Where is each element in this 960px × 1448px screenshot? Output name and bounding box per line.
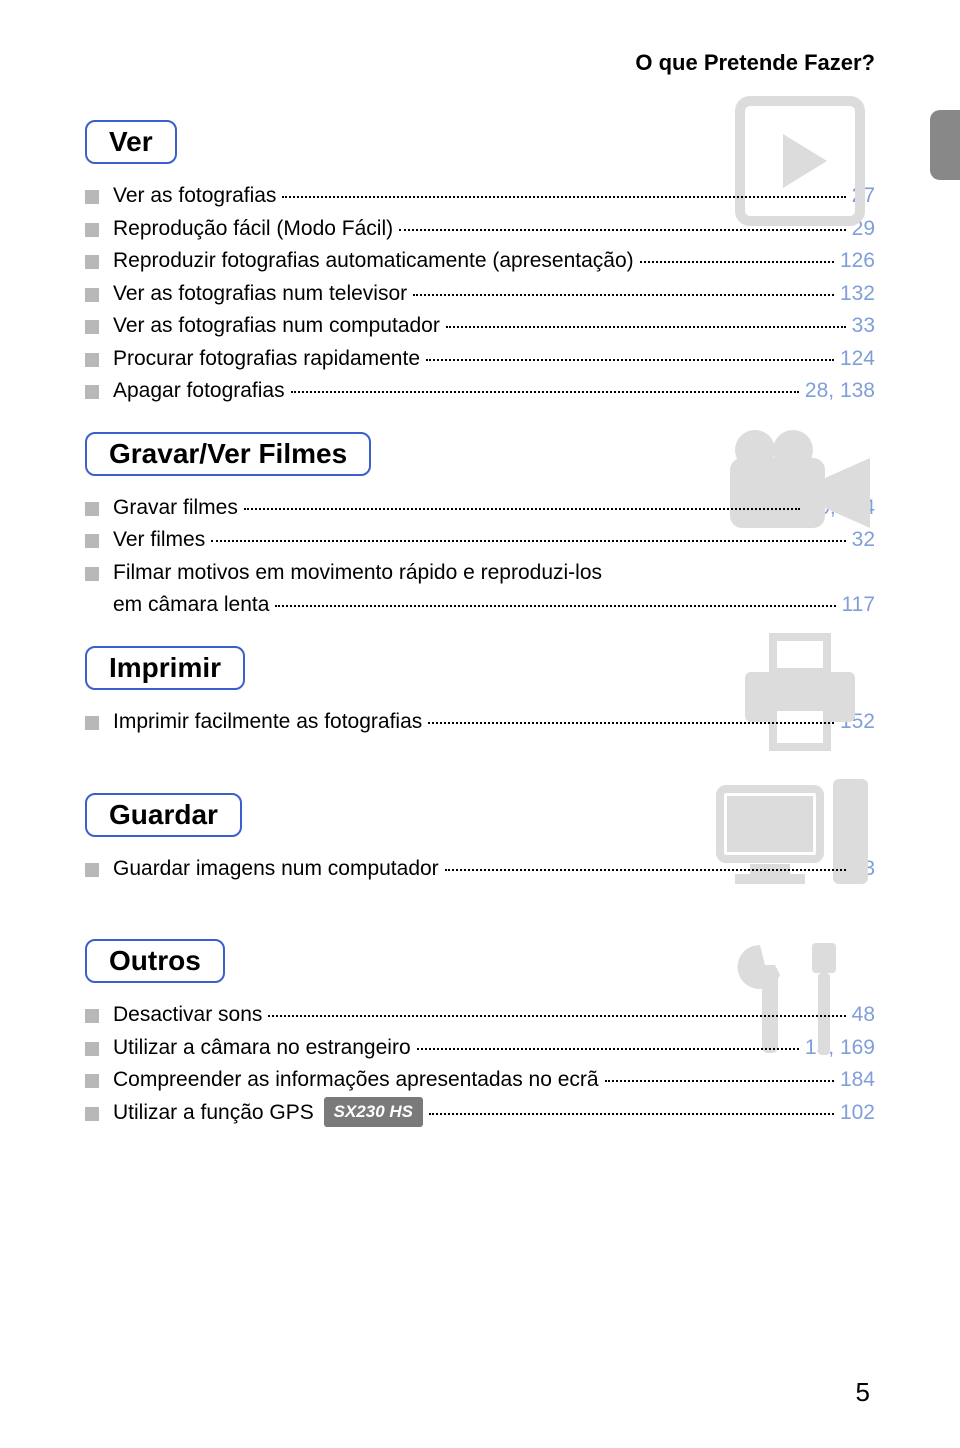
tools-icon — [720, 935, 860, 1070]
leader-dots — [282, 196, 845, 198]
section-guardar: GuardarGuardar imagens num computador33 — [85, 779, 875, 926]
leader-dots — [428, 722, 834, 724]
toc-item[interactable]: Procurar fotografias rapidamente 124 — [85, 343, 875, 376]
bullet-icon — [85, 255, 99, 269]
bullet-icon — [85, 320, 99, 334]
leader-dots — [211, 540, 845, 542]
toc-text: Desactivar sons — [113, 999, 262, 1032]
page-number: 5 — [856, 1377, 870, 1408]
camcorder-icon — [725, 428, 875, 543]
toc-text: Filmar motivos em movimento rápido e rep… — [113, 557, 602, 590]
section-title: Imprimir — [85, 646, 245, 690]
toc-text: Reproduzir fotografias automaticamente (… — [113, 245, 634, 278]
leader-dots — [399, 229, 846, 231]
toc-text: Procurar fotografias rapidamente — [113, 343, 420, 376]
bullet-icon — [85, 502, 99, 516]
toc-item[interactable]: Filmar motivos em movimento rápido e rep… — [85, 557, 875, 622]
toc-item[interactable]: Ver as fotografias num televisor 132 — [85, 278, 875, 311]
leader-dots — [429, 1113, 834, 1115]
leader-dots — [640, 261, 834, 263]
section-imprimir: Imprimir Imprimir facilmente as fotografi… — [85, 632, 875, 779]
model-badge: SX230 HS — [324, 1097, 423, 1127]
toc-text: Ver as fotografias num computador — [113, 310, 440, 343]
leader-dots — [605, 1080, 834, 1082]
bullet-icon — [85, 716, 99, 730]
bullet-icon — [85, 1074, 99, 1088]
section-gravar-ver-filmes: Gravar/Ver FilmesGravar filmes30, 114Ver… — [85, 418, 875, 632]
section-title: Ver — [85, 120, 177, 164]
leader-dots — [275, 605, 835, 607]
page-tab — [930, 110, 960, 180]
toc-text: Reprodução fácil (Modo Fácil) — [113, 213, 393, 246]
play-icon — [735, 96, 865, 231]
bullet-icon — [85, 223, 99, 237]
leader-dots — [413, 294, 834, 296]
toc-text: Compreender as informações apresentadas … — [113, 1064, 599, 1097]
toc-text-sub: em câmara lenta — [113, 589, 269, 622]
bullet-icon — [85, 567, 99, 581]
page-ref: 124 — [840, 343, 875, 376]
bullet-icon — [85, 288, 99, 302]
toc-text: Guardar imagens num computador — [113, 853, 439, 886]
leader-dots — [445, 869, 846, 871]
toc-item[interactable]: Reproduzir fotografias automaticamente (… — [85, 245, 875, 278]
leader-dots — [426, 359, 834, 361]
toc-item[interactable]: Ver as fotografias num computador 33 — [85, 310, 875, 343]
page-ref: 117 — [842, 589, 875, 622]
page-header: O que Pretende Fazer? — [85, 50, 875, 76]
section-title: Outros — [85, 939, 225, 983]
bullet-icon — [85, 1009, 99, 1023]
page-ref: 102 — [840, 1097, 875, 1130]
bullet-icon — [85, 863, 99, 877]
leader-dots — [417, 1048, 799, 1050]
toc-text: Ver as fotografias — [113, 180, 276, 213]
toc-text: Apagar fotografias — [113, 375, 285, 408]
printer-icon — [735, 632, 865, 757]
section-title: Gravar/Ver Filmes — [85, 432, 371, 476]
bullet-icon — [85, 385, 99, 399]
page-ref: 33 — [852, 310, 875, 343]
bullet-icon — [85, 1107, 99, 1121]
bullet-icon — [85, 353, 99, 367]
toc-text: Utilizar a função GPS SX230 HS — [113, 1097, 423, 1130]
page-ref: 132 — [840, 278, 875, 311]
bullet-icon — [85, 190, 99, 204]
leader-dots — [244, 508, 801, 510]
page-ref: 126 — [840, 245, 875, 278]
toc-item[interactable]: Utilizar a função GPS SX230 HS 102 — [85, 1097, 875, 1130]
bullet-icon — [85, 1042, 99, 1056]
toc-text: Gravar filmes — [113, 492, 238, 525]
toc-text: Ver filmes — [113, 524, 205, 557]
section-ver: VerVer as fotografias27Reprodução fácil … — [85, 106, 875, 418]
leader-dots — [268, 1015, 845, 1017]
toc-item[interactable]: Apagar fotografias 28, 138 — [85, 375, 875, 408]
leader-dots — [291, 391, 799, 393]
computer-icon — [715, 774, 875, 899]
page-ref: 28, 138 — [805, 375, 875, 408]
section-title: Guardar — [85, 793, 242, 837]
toc-text: Ver as fotografias num televisor — [113, 278, 407, 311]
section-outros: OutrosDesactivar sons48Utilizar a câmara… — [85, 925, 875, 1139]
toc-text: Imprimir facilmente as fotografias — [113, 706, 422, 739]
bullet-icon — [85, 534, 99, 548]
toc-text: Utilizar a câmara no estrangeiro — [113, 1032, 411, 1065]
leader-dots — [446, 326, 846, 328]
